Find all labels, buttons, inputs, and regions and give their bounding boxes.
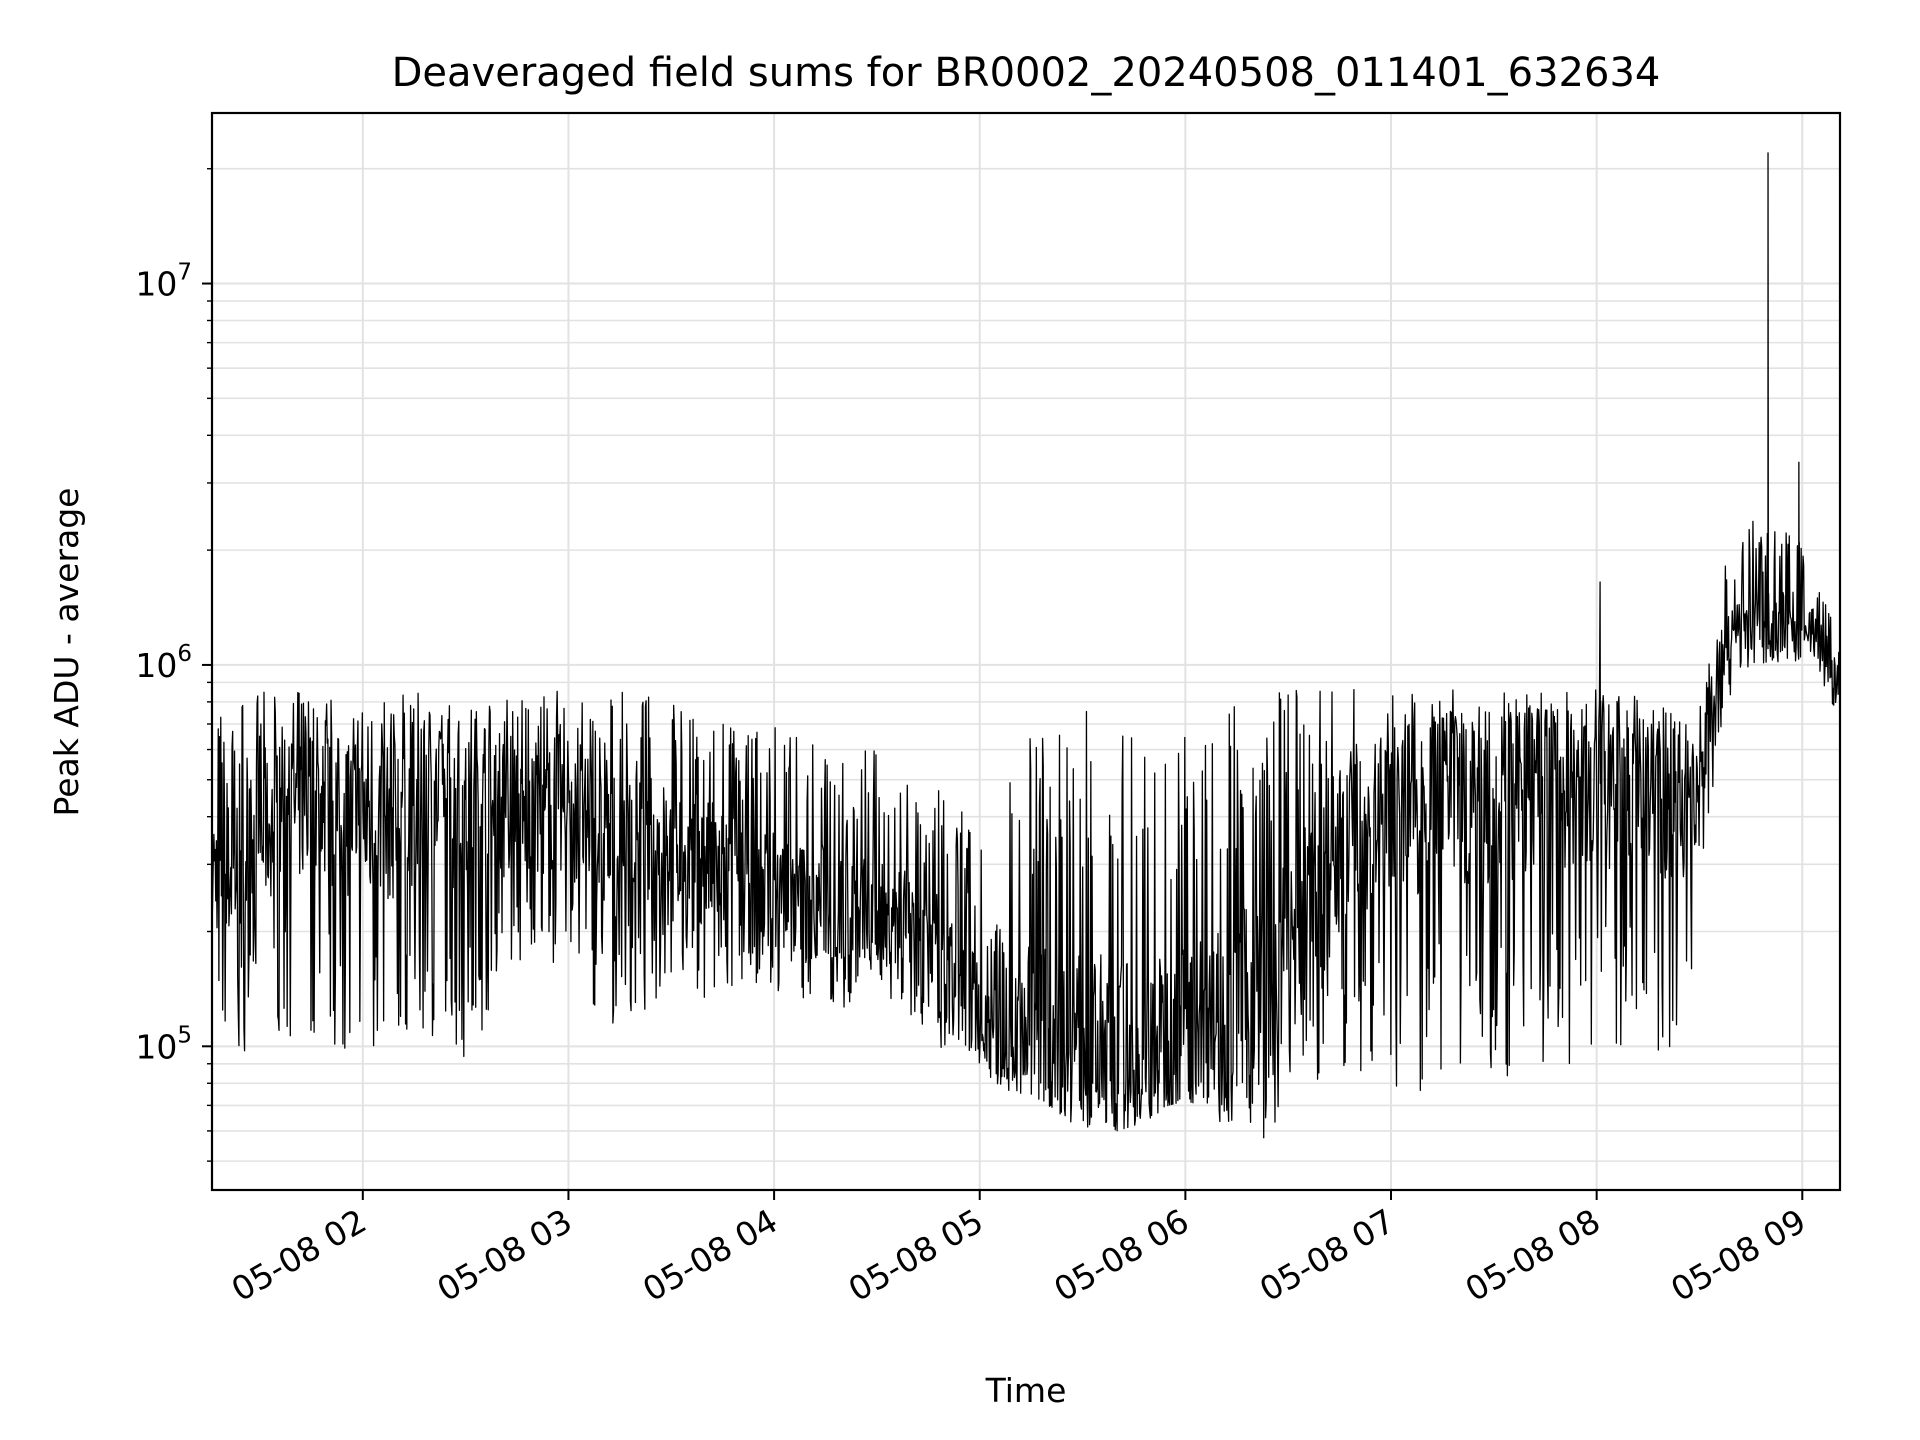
y-tick-label: 105 <box>135 1022 192 1066</box>
series-line-path <box>211 152 1841 1139</box>
x-axis-label: Time <box>985 1371 1067 1410</box>
y-axis-label: Peak ADU - average <box>47 488 86 817</box>
y-tick-label: 107 <box>135 260 192 304</box>
plot-frame <box>210 111 1842 1192</box>
y-tick-label: 106 <box>135 641 192 685</box>
chart-title: Deaveraged field sums for BR0002_2024050… <box>392 50 1661 96</box>
data-series-line <box>211 152 1841 1139</box>
